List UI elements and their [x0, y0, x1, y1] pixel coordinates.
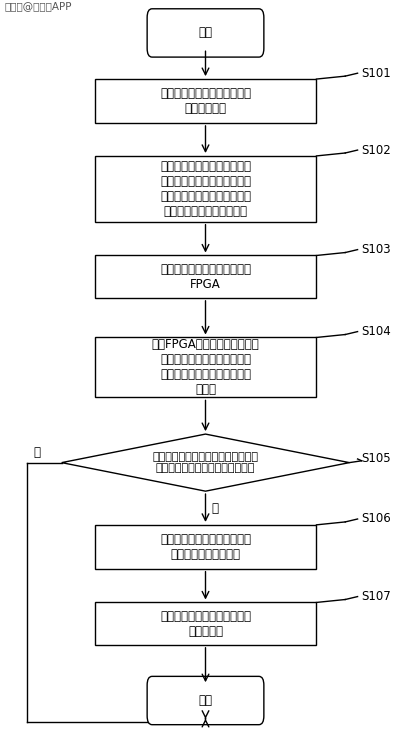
FancyBboxPatch shape — [147, 676, 264, 725]
Text: 将输出结果与参考数据中的输出数据
进行对比，判断是否存在不同之处: 将输出结果与参考数据中的输出数据 进行对比，判断是否存在不同之处 — [152, 452, 259, 474]
Text: S104: S104 — [362, 325, 391, 338]
Text: S102: S102 — [362, 143, 391, 157]
Text: 下载测试程序以及参考数据至
FPGA: 下载测试程序以及参考数据至 FPGA — [160, 263, 251, 291]
Polygon shape — [62, 434, 349, 491]
FancyBboxPatch shape — [95, 525, 316, 569]
FancyBboxPatch shape — [95, 337, 316, 397]
Text: S106: S106 — [362, 512, 391, 526]
Text: 在仿真平台重现检测错误以进
行错误定位: 在仿真平台重现检测错误以进 行错误定位 — [160, 610, 251, 638]
Text: 是: 是 — [212, 501, 219, 515]
Text: 利用FPGA将参考数据中的输入
数据发送给被测设备，获取被
测设备在输入数据激励下的输
出结果: 利用FPGA将参考数据中的输入 数据发送给被测设备，获取被 测设备在输入数据激励… — [152, 338, 259, 397]
FancyBboxPatch shape — [95, 79, 316, 123]
Text: 否: 否 — [33, 446, 41, 459]
Text: 结束: 结束 — [199, 694, 212, 707]
Text: 在仿真平台上进行仿真模型的
测试用例仿真: 在仿真平台上进行仿真模型的 测试用例仿真 — [160, 87, 251, 115]
Text: 获取输出结果与输出数据的不
同之处以作为检测错误: 获取输出结果与输出数据的不 同之处以作为检测错误 — [160, 533, 251, 561]
Text: S105: S105 — [362, 452, 391, 466]
Text: S107: S107 — [362, 590, 391, 603]
FancyBboxPatch shape — [95, 156, 316, 222]
Text: S103: S103 — [362, 243, 391, 256]
Text: 开始: 开始 — [199, 26, 212, 40]
Text: S101: S101 — [362, 67, 391, 80]
FancyBboxPatch shape — [147, 9, 264, 57]
FancyBboxPatch shape — [95, 255, 316, 298]
FancyBboxPatch shape — [95, 602, 316, 645]
Text: 抓取提供给仿真模型的输入数
据、及仿真模型在输入数据激
励下的输出数据，存储输入数
据和输出数据作为参考数据: 抓取提供给仿真模型的输入数 据、及仿真模型在输入数据激 励下的输出数据，存储输入… — [160, 160, 251, 218]
Text: 搜狐号@爱集微APP: 搜狐号@爱集微APP — [4, 1, 72, 12]
